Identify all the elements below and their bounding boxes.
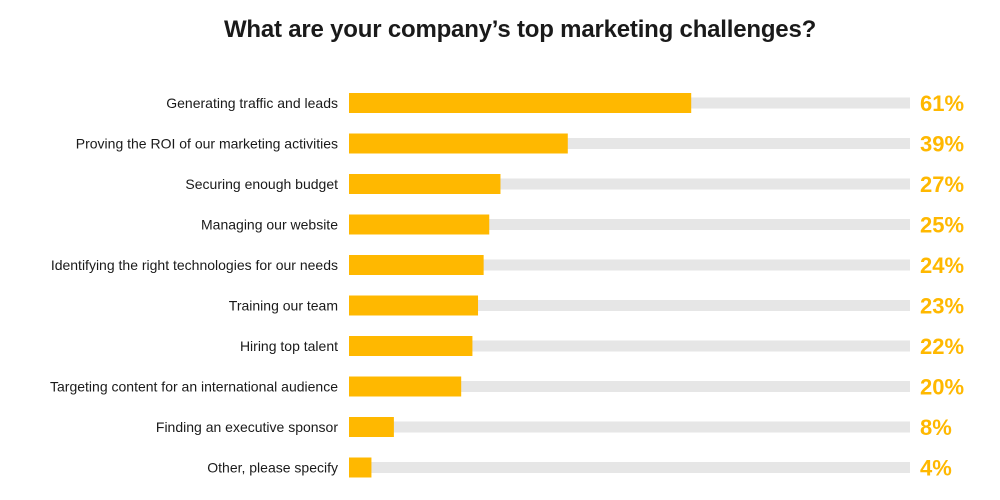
bar-track [349,219,910,230]
category-label: Managing our website [201,217,338,233]
category-label: Securing enough budget [185,176,338,192]
chart-title: What are your company’s top marketing ch… [223,16,817,43]
category-label: Training our team [229,298,338,314]
value-label: 27% [920,172,964,197]
category-label: Targeting content for an international a… [50,379,338,395]
bar [349,255,484,275]
bar [349,417,394,437]
category-label: Proving the ROI of our marketing activit… [76,136,338,152]
bar-track [349,259,910,271]
bar-track [349,381,910,392]
category-label: Hiring top talent [240,338,338,354]
bar [349,336,473,356]
category-label: Other, please specify [207,460,338,476]
category-label: Identifying the right technologies for o… [51,257,338,273]
bar-track [349,300,910,311]
value-label: 4% [920,456,952,481]
bar-track [349,138,910,149]
value-label: 61% [920,91,964,116]
bar-track [349,462,910,473]
bar [349,174,501,194]
bar [349,214,490,235]
value-label: 8% [920,415,952,440]
bar [349,457,372,478]
category-label: Generating traffic and leads [166,95,338,111]
bar [349,133,568,154]
category-label: Finding an executive sponsor [156,419,338,435]
value-label: 22% [920,334,964,359]
bar-track [349,340,910,352]
value-label: 25% [920,213,964,238]
value-label: 24% [920,253,964,278]
value-label: 23% [920,294,964,319]
bar-track [349,178,910,190]
value-label: 20% [920,375,964,400]
bar [349,295,479,316]
bar [349,376,462,397]
value-label: 39% [920,132,964,157]
bar [349,93,692,113]
bar-track [349,421,910,433]
